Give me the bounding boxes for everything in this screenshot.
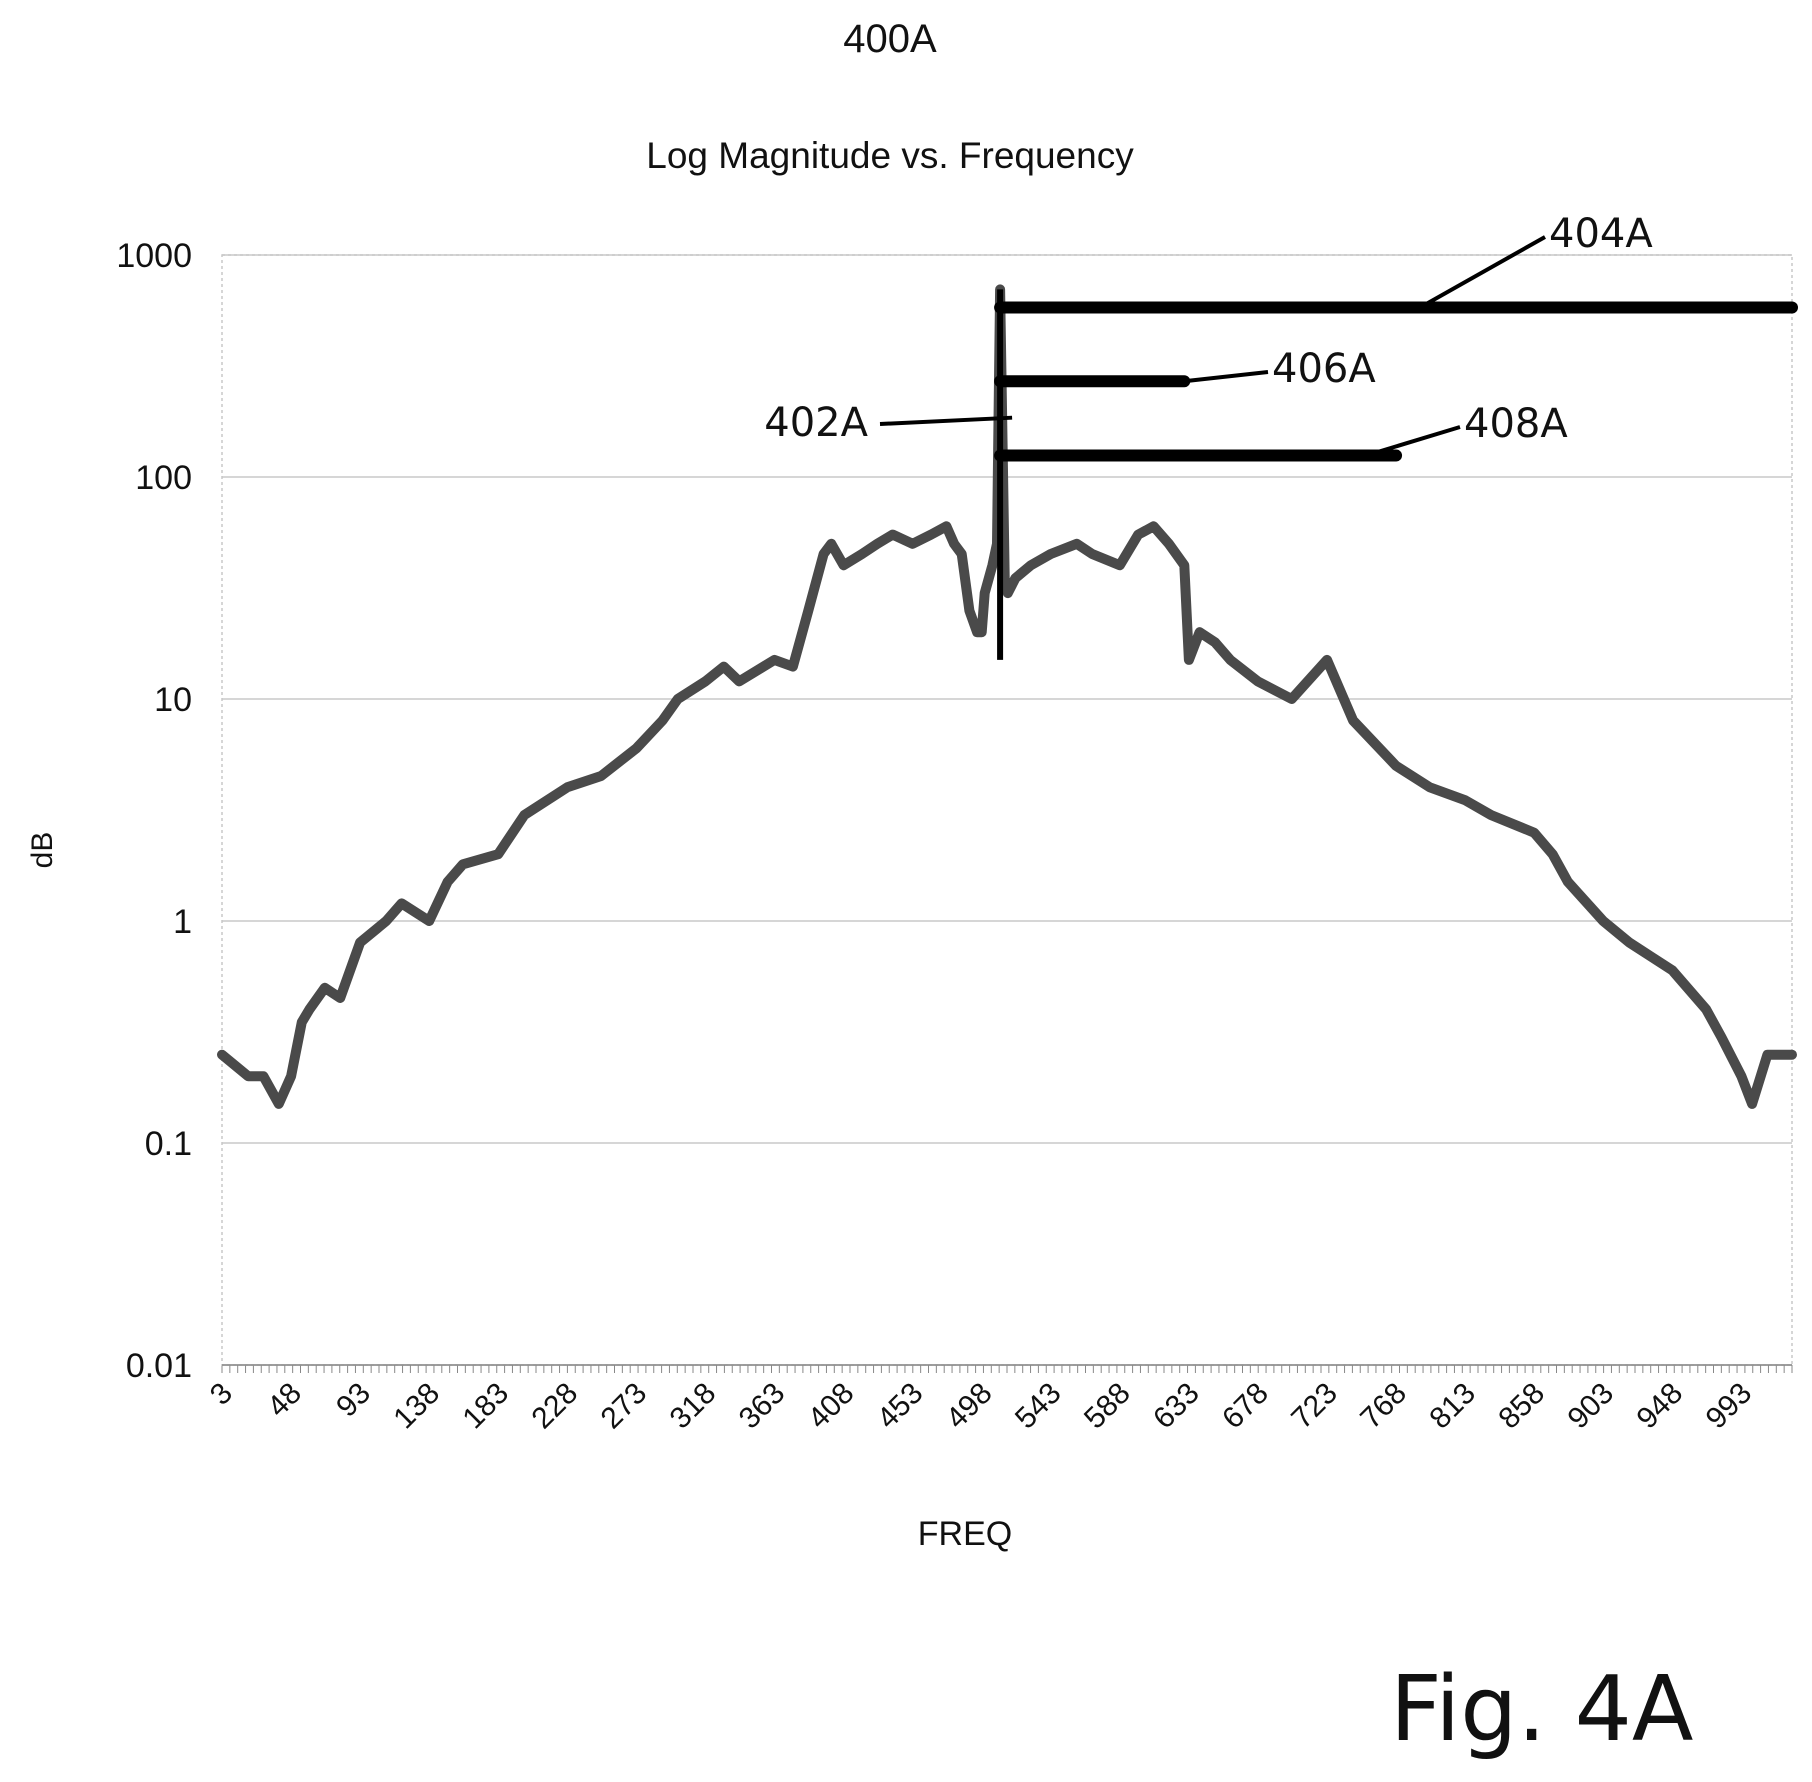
y-tick-label: 100: [135, 459, 192, 497]
series-line: [217, 284, 1797, 1109]
x-tick-label: 93: [330, 1377, 377, 1424]
x-tick-label: 543: [1009, 1377, 1068, 1436]
x-tick-label: 858: [1492, 1377, 1551, 1436]
y-axis-label: dB: [26, 832, 59, 869]
x-tick-label: 3: [204, 1377, 239, 1412]
y-tick-label: 0.1: [145, 1125, 192, 1163]
leader-line: [1184, 370, 1269, 384]
x-tick-label: 138: [387, 1377, 446, 1436]
series: [217, 284, 1797, 1109]
x-tick-label: 453: [871, 1377, 930, 1436]
x-tick-label: 318: [664, 1377, 723, 1436]
chart-title: Log Magnitude vs. Frequency: [646, 135, 1134, 176]
leader-line: [1419, 235, 1546, 310]
y-tick-label: 0.01: [126, 1347, 192, 1385]
leader-line: [879, 415, 1013, 426]
annotation-label: 402A: [764, 400, 868, 446]
x-tick-label: 228: [526, 1377, 585, 1436]
y-tick-labels: 0.01 0.1 1 10 100 1000: [116, 237, 192, 1385]
x-axis-label: FREQ: [918, 1515, 1012, 1553]
y-tick-label: 1: [173, 903, 192, 941]
figure-label: 400A: [843, 17, 937, 61]
y-tick-label: 1000: [116, 237, 192, 275]
leader-line: [1365, 425, 1461, 458]
x-tick-label: 273: [595, 1377, 654, 1436]
y-tick-label: 10: [154, 681, 192, 719]
x-tick-label: 588: [1078, 1377, 1137, 1436]
x-tick-label: 48: [261, 1377, 308, 1424]
axes: [221, 254, 1793, 1366]
figure-caption: Fig. 4A: [1390, 1657, 1693, 1762]
annotation-label: 408A: [1464, 401, 1568, 447]
x-tick-label: 813: [1423, 1377, 1482, 1436]
x-tick-label: 363: [733, 1377, 792, 1436]
x-tick-label: 993: [1700, 1377, 1759, 1436]
x-tick-label: 633: [1147, 1377, 1206, 1436]
x-tick-label: 903: [1561, 1377, 1620, 1436]
x-tick-label: 183: [456, 1377, 515, 1436]
x-tick-label: 498: [940, 1377, 999, 1436]
x-tick-label: 408: [802, 1377, 861, 1436]
x-tick-label: 768: [1354, 1377, 1413, 1436]
annotation-label: 404A: [1549, 211, 1653, 257]
x-tick-label: 723: [1285, 1377, 1344, 1436]
x-tick-labels: 3 48 93 138 183 228 273 318 363 408 453 498 543 588 63…: [204, 1377, 1758, 1436]
x-tick-label: 678: [1216, 1377, 1275, 1436]
annotations: 402A 404A 406A 408A: [764, 211, 1798, 660]
x-tick-label: 948: [1631, 1377, 1690, 1436]
annotation-label: 406A: [1272, 346, 1376, 392]
